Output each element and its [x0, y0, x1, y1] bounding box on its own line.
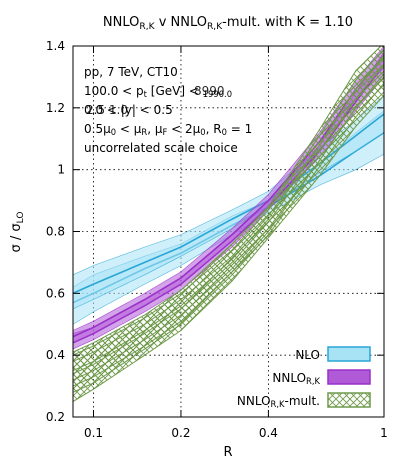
annotation-overprint: 8990	[194, 84, 225, 98]
y-tick-label: 1.4	[46, 39, 65, 53]
series-0-band-1-center-line	[73, 113, 384, 295]
annotation-line: 100.0 < pt [GeV] < 1990.0	[84, 84, 232, 99]
x-tick-label: 0.1	[84, 426, 103, 440]
y-tick-label: 0.4	[46, 348, 65, 362]
annotation-block: pp, 7 TeV, CT10 100.0 < pt [GeV] < 1990.0…	[84, 65, 252, 155]
legend-label: NLO	[295, 348, 320, 362]
legend-swatch	[327, 346, 371, 362]
series-2-band-2	[73, 46, 384, 387]
legend-label: NNLOR,K-mult.	[237, 394, 320, 409]
series-0-band-1	[73, 95, 384, 310]
legend-swatch	[327, 369, 371, 385]
x-tick-label: 0.2	[171, 426, 190, 440]
series-1-band-1	[73, 46, 384, 344]
legend-label: NNLOR,K	[272, 371, 320, 386]
y-tick-label: 1	[57, 163, 65, 177]
y-tick-label: 0.2	[46, 410, 65, 424]
x-axis-label: R	[223, 445, 232, 460]
series-2-band-2-center-line	[73, 54, 384, 372]
y-tick-label: 0.6	[46, 286, 65, 300]
y-tick-label: 0.8	[46, 225, 65, 239]
y-axis-label: σ / σLO	[9, 211, 26, 252]
annotation-overprint: 2.5 1.0	[86, 103, 128, 117]
axes-layer: 0.1 0.2 0.4 1 0.2 0.4 0.6 0.8 1 1.2 1.4	[46, 39, 388, 440]
bands-layer	[73, 46, 384, 403]
annotation-line: pp, 7 TeV, CT10	[84, 65, 178, 79]
chart-title: NNLOR,K v NNLOR,K-mult. with K = 1.10	[103, 15, 353, 32]
annotation-line: 0.0 < |y| < 0.5	[84, 103, 173, 117]
y-tick-label: 1.2	[46, 101, 65, 115]
legend-swatch	[327, 392, 371, 408]
x-tick-label: 0.4	[259, 426, 278, 440]
x-tick-label: 1	[380, 426, 388, 440]
annotation-line: 0.5μ0 < μR, μF < 2μ0, R0 = 1	[84, 122, 252, 137]
annotation-line: uncorrelated scale choice	[84, 141, 238, 155]
legend: NLO NNLOR,K NNLOR,K-mult.	[237, 346, 371, 409]
